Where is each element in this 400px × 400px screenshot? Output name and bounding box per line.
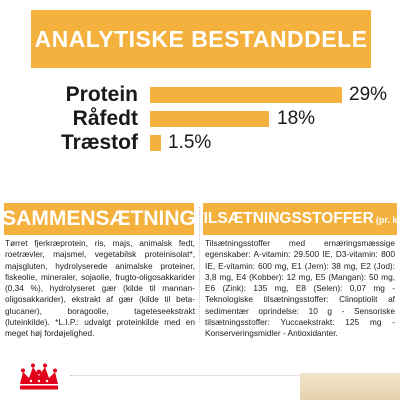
additives-title: TILSÆTNINGSSTOFFER(pr. kg): [203, 210, 397, 228]
analysis-title: ANALYTISKE BESTANDDELE: [34, 25, 368, 52]
fat-value: 18%: [277, 108, 316, 129]
footer-divider: [70, 375, 300, 376]
protein-value: 29%: [349, 84, 388, 105]
additives-title-text: TILSÆTNINGSSTOFFER: [203, 210, 374, 227]
additives-unit: (pr. kg): [375, 215, 397, 225]
composition-title: SAMMENSÆTNING: [4, 207, 194, 230]
fiber-value: 1.5%: [168, 132, 212, 153]
protein-bar: [150, 87, 342, 103]
column-divider: [199, 207, 200, 322]
fiber-label: Træstof: [60, 131, 138, 154]
additives-header: TILSÆTNINGSSTOFFER(pr. kg): [203, 203, 397, 235]
protein-row: Protein 29%: [0, 83, 400, 107]
additives-text: Tilsætningsstoffer med ernæringsmæssige …: [205, 238, 395, 339]
fat-bar: [150, 111, 269, 127]
crown-icon: [20, 363, 58, 390]
analysis-banner: ANALYTISKE BESTANDDELE: [31, 10, 371, 68]
royal-canin-crown-logo: [14, 358, 64, 392]
decorative-band: [300, 373, 400, 400]
fat-row: Råfedt 18%: [0, 107, 400, 131]
composition-text: Tørret fjerkræprotein, ris, majs, animal…: [5, 238, 195, 339]
protein-label: Protein: [65, 83, 138, 106]
composition-header: SAMMENSÆTNING: [4, 203, 194, 235]
fiber-bar: [150, 135, 161, 151]
fiber-row: Træstof 1.5%: [0, 131, 400, 155]
fat-label: Råfedt: [72, 107, 138, 130]
